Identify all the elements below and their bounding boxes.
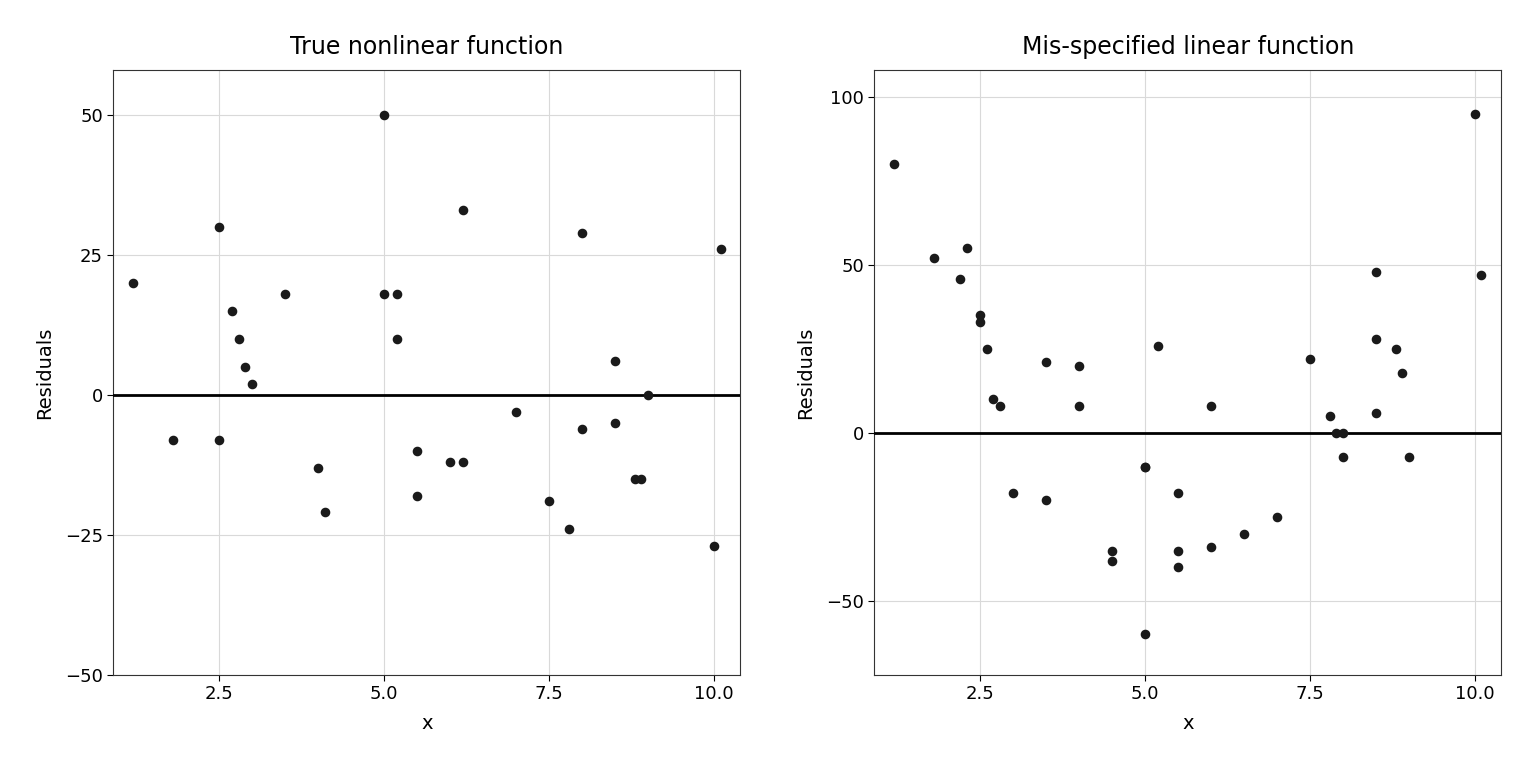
Point bbox=[1198, 400, 1223, 412]
Point bbox=[954, 242, 978, 254]
Point bbox=[1132, 461, 1157, 473]
Point bbox=[602, 417, 627, 429]
Point bbox=[948, 273, 972, 285]
Point bbox=[404, 445, 429, 457]
Point bbox=[273, 288, 298, 300]
Point bbox=[1390, 366, 1415, 379]
Point bbox=[974, 343, 998, 356]
Point bbox=[1146, 339, 1170, 352]
Point bbox=[988, 400, 1012, 412]
Point bbox=[636, 389, 660, 401]
Point bbox=[306, 462, 330, 474]
Point bbox=[1034, 494, 1058, 506]
Point bbox=[1318, 410, 1342, 422]
Point bbox=[922, 252, 946, 264]
Point bbox=[452, 204, 476, 217]
Point bbox=[1100, 554, 1124, 567]
Point bbox=[504, 406, 528, 418]
Point bbox=[1470, 269, 1495, 281]
Point bbox=[404, 489, 429, 502]
Point bbox=[240, 378, 264, 390]
Point bbox=[536, 495, 561, 508]
Point bbox=[1264, 511, 1289, 523]
Y-axis label: Residuals: Residuals bbox=[35, 326, 54, 419]
Point bbox=[1100, 545, 1124, 557]
Point bbox=[1298, 353, 1322, 366]
Point bbox=[1066, 359, 1091, 372]
X-axis label: x: x bbox=[1183, 714, 1193, 733]
Point bbox=[882, 158, 906, 170]
Title: True nonlinear function: True nonlinear function bbox=[290, 35, 564, 58]
Point bbox=[630, 473, 654, 485]
Point bbox=[1034, 356, 1058, 369]
Point bbox=[982, 393, 1006, 406]
Point bbox=[1198, 541, 1223, 553]
X-axis label: x: x bbox=[421, 714, 433, 733]
Point bbox=[1000, 488, 1025, 500]
Point bbox=[602, 356, 627, 368]
Point bbox=[121, 277, 146, 290]
Title: Mis-specified linear function: Mis-specified linear function bbox=[1021, 35, 1353, 58]
Point bbox=[1364, 266, 1389, 278]
Point bbox=[312, 506, 336, 518]
Point bbox=[207, 221, 232, 233]
Point bbox=[1364, 407, 1389, 419]
Point bbox=[160, 434, 184, 446]
Point bbox=[386, 288, 410, 300]
Point bbox=[233, 361, 258, 373]
Point bbox=[372, 109, 396, 121]
Point bbox=[207, 434, 232, 446]
Point bbox=[1396, 450, 1421, 462]
Point bbox=[1232, 528, 1256, 540]
Point bbox=[570, 227, 594, 239]
Point bbox=[702, 540, 727, 552]
Point bbox=[1132, 628, 1157, 641]
Point bbox=[386, 333, 410, 345]
Point bbox=[622, 473, 647, 485]
Point bbox=[708, 243, 733, 256]
Point bbox=[1066, 400, 1091, 412]
Point bbox=[220, 305, 244, 317]
Point bbox=[968, 310, 992, 322]
Point bbox=[1384, 343, 1409, 356]
Point bbox=[1166, 488, 1190, 500]
Point bbox=[1330, 450, 1355, 462]
Point bbox=[372, 288, 396, 300]
Point bbox=[556, 523, 581, 535]
Point bbox=[1364, 333, 1389, 345]
Point bbox=[1166, 545, 1190, 557]
Y-axis label: Residuals: Residuals bbox=[796, 326, 816, 419]
Point bbox=[968, 316, 992, 329]
Point bbox=[1324, 427, 1349, 439]
Point bbox=[226, 333, 250, 345]
Point bbox=[1462, 108, 1487, 120]
Point bbox=[452, 456, 476, 468]
Point bbox=[438, 456, 462, 468]
Point bbox=[570, 422, 594, 435]
Point bbox=[1166, 561, 1190, 574]
Point bbox=[1132, 461, 1157, 473]
Point bbox=[1330, 427, 1355, 439]
